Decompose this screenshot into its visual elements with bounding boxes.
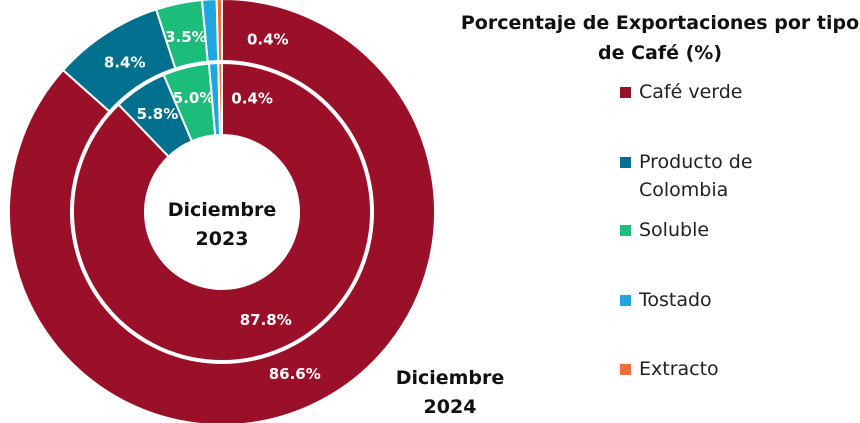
legend-swatch — [620, 364, 631, 375]
outer-ring-name: Diciembre 2024 — [395, 367, 505, 418]
data-label: 86.6% — [269, 365, 321, 383]
data-label: 8.4% — [104, 53, 146, 71]
legend-swatch — [620, 225, 631, 236]
legend-item: Tostado — [620, 286, 839, 314]
data-label: 5.8% — [137, 105, 179, 123]
legend-label: Producto de Colombia — [639, 151, 753, 201]
legend-item: Producto de Colombia — [620, 148, 839, 204]
inner-ring-name: Diciembre 2023 — [167, 199, 277, 250]
legend-swatch — [620, 157, 631, 168]
donut-slice — [72, 61, 372, 362]
legend-item: Soluble — [620, 216, 839, 244]
data-label: 0.4% — [247, 30, 289, 48]
legend-swatch — [620, 295, 631, 306]
donut-slice — [8, 0, 436, 423]
legend-swatch — [620, 87, 631, 98]
data-label: 87.8% — [240, 311, 292, 329]
data-label: 5.0% — [173, 89, 215, 107]
data-label: 3.5% — [165, 28, 207, 46]
legend-item: Café verde — [620, 78, 839, 106]
donut-slice — [215, 0, 223, 63]
chart-title: Porcentaje de Exportaciones por tipo de … — [460, 12, 860, 64]
legend-item: Extracto — [620, 355, 839, 383]
legend-label: Extracto — [639, 358, 719, 380]
legend-label: Café verde — [639, 81, 743, 103]
legend-label: Soluble — [639, 219, 710, 241]
donut-slice — [217, 61, 223, 137]
legend-label: Tostado — [639, 289, 712, 311]
data-label: 0.4% — [231, 89, 273, 107]
